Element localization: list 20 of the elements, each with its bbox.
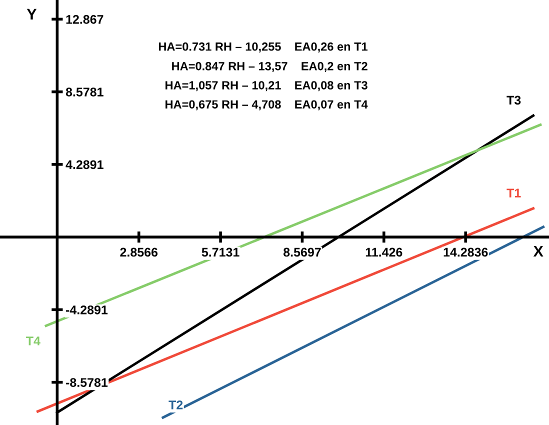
y-tick-label: -4.2891 — [66, 305, 108, 314]
y-tick-label: 8.5781 — [66, 88, 104, 96]
y-tick-label: 12.867 — [66, 14, 104, 24]
x-tick-label: 14.2836 — [444, 248, 488, 257]
y-axis-title: Y — [26, 8, 37, 20]
x-tick-label: 8.5697 — [284, 248, 321, 257]
series-label: T3 — [506, 96, 521, 105]
annotation: HA=1,057 RH – 10,21 EA0,08 en T3 — [166, 81, 368, 92]
annotation: HA=0.847 RH – 13,57 EA0,2 en T2 — [172, 62, 368, 72]
x-tick-label: 11.426 — [366, 248, 402, 257]
x-axis-title: X — [533, 246, 544, 256]
x-tick-label: 2.8566 — [120, 248, 158, 257]
y-tick-label: 4.2891 — [66, 160, 104, 170]
annotation: HA=0.731 RH – 10,255 EA0,26 en T1 — [158, 42, 368, 52]
series-label: T2 — [168, 400, 183, 410]
x-tick-label: 5.7131 — [202, 248, 240, 257]
annotation: HA=0,675 RH – 4,708 EA0,07 en T4 — [166, 100, 368, 110]
series-label: T1 — [506, 188, 521, 198]
series-label: T4 — [26, 336, 40, 346]
y-tick-label: -8.5781 — [66, 378, 108, 387]
